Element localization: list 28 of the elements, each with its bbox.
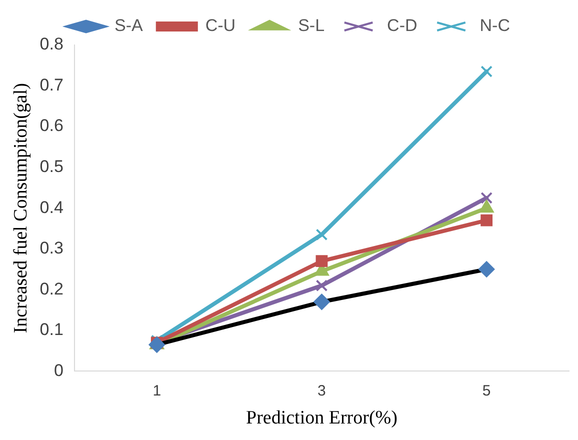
y-axis-title: Increased fuel Consumpiton(gal) (10, 83, 32, 334)
y-tick-label: 0.6 (40, 116, 64, 136)
y-tick-label: 0.4 (40, 198, 64, 217)
y-tick-label: 0 (54, 360, 64, 380)
point (316, 255, 328, 268)
point (480, 66, 493, 78)
y-tick-label: 0.8 (40, 34, 64, 54)
x-tick-label: 5 (482, 382, 491, 400)
x-tick-label: 3 (318, 382, 326, 400)
point (316, 228, 328, 241)
y-tick-label: 0.2 (40, 279, 64, 298)
x-axis-title: Prediction Error(%) (246, 408, 398, 429)
legend-label: N-C (480, 16, 510, 36)
legend-label: C-U (205, 16, 236, 36)
legend-label: S-A (114, 16, 144, 36)
point (316, 280, 328, 292)
point (478, 261, 495, 278)
point (148, 336, 165, 353)
y-tick-label: 0.3 (40, 238, 64, 258)
y-tick-label: 0.1 (40, 320, 64, 340)
y-tick-label: 0.5 (40, 157, 64, 176)
legend-label: S-L (298, 16, 325, 36)
point (480, 192, 493, 204)
point (314, 294, 330, 310)
point (480, 214, 493, 226)
legend-label: C-D (387, 16, 418, 36)
x-tick-label: 1 (152, 382, 162, 400)
y-tick-label: 0.7 (40, 75, 64, 94)
